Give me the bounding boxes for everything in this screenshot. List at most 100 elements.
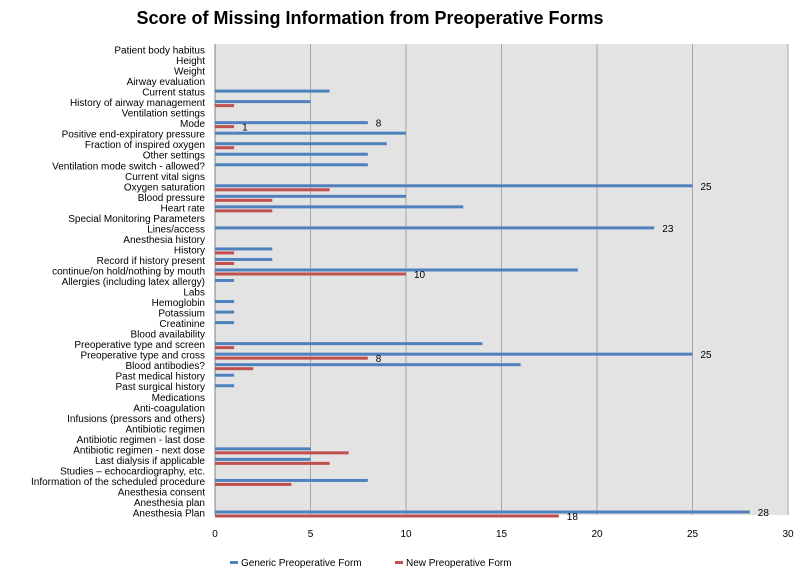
bar-generic [215,352,693,356]
bar-generic [215,373,235,377]
bar-generic [215,447,311,451]
category-label: Hemoglobin [152,298,205,309]
bar-generic [215,131,406,135]
category-label: continue/on hold/nothing by mouth [52,266,205,277]
data-label: 18 [567,512,579,523]
bar-generic [215,205,464,209]
category-label: Studies – echocardiography, etc. [60,466,205,477]
category-label: Other settings [143,151,205,162]
category-label: Height [176,56,205,67]
category-label: Record if history present [97,256,206,267]
bar-new [215,188,330,192]
category-label: Patient body habitus [114,46,205,57]
bar-generic [215,384,235,388]
data-label: 28 [758,508,770,519]
bar-new [215,461,330,465]
category-label: Positive end-expiratory pressure [62,130,206,141]
bar-new [215,104,235,108]
category-label: Blood availability [131,330,206,341]
category-label: Last dialysis if applicable [95,456,205,467]
category-label: Past surgical history [116,382,205,393]
category-label: Oxygen saturation [124,182,205,193]
category-label: Blood antibodies? [125,361,205,372]
bar-generic [215,300,235,304]
category-label: Anesthesia plan [134,498,205,509]
category-label: Anesthesia history [123,235,205,246]
bar-generic [215,257,273,261]
category-label: Mode [180,119,205,130]
x-axis-ticks: 0 5 10 15 20 25 30 [212,529,794,540]
x-tick-label: 10 [400,529,412,540]
category-label: Ventilation settings [122,109,205,120]
bar-new [215,209,273,213]
category-label: Special Monitoring Parameters [68,214,205,225]
category-label: Current vital signs [125,172,205,183]
bar-generic [215,152,368,156]
bar-new [215,251,235,255]
bar-new [215,146,235,150]
category-label: Infusions (pressors and others) [67,414,205,425]
bar-generic [215,184,693,188]
data-label: 23 [662,224,674,235]
category-label: Information of the scheduled procedure [31,477,205,488]
bar-generic [215,457,311,461]
data-label: 25 [701,182,713,193]
category-label: Creatinine [159,319,205,330]
category-label: Past medical history [116,372,205,383]
bar-generic [215,142,387,146]
category-label: Ventilation mode switch - allowed? [52,161,205,172]
category-label: Current status [142,88,205,99]
bar-generic [215,163,368,167]
bar-new [215,367,254,371]
category-label: Anesthesia consent [118,487,206,498]
category-label: History [174,245,205,256]
category-label: Airway evaluation [127,77,205,88]
data-label: 10 [414,270,426,281]
bar-generic [215,247,273,251]
legend-swatch [395,561,403,564]
category-label: History of airway management [70,98,205,109]
bar-new [215,198,273,202]
category-label: Blood pressure [138,193,206,204]
legend: Generic Preoperative Form New Preoperativ… [230,558,512,569]
legend-label: New Preoperative Form [406,558,512,569]
x-tick-label: 30 [782,529,794,540]
bar-generic [215,510,750,514]
bar-new [215,356,368,360]
data-label: 25 [701,350,713,361]
bar-generic [215,363,521,367]
bar-generic [215,89,330,93]
category-label: Medications [152,393,205,404]
bar-generic [215,321,235,325]
category-label: Heart rate [161,203,206,214]
x-tick-label: 20 [591,529,603,540]
x-tick-label: 15 [496,529,508,540]
chart-title: Score of Missing Information from Preope… [136,8,604,28]
bar-generic [215,478,368,482]
category-label: Potassium [158,309,205,320]
category-label: Weight [174,67,205,78]
x-tick-label: 25 [687,529,699,540]
x-tick-label: 0 [212,529,218,540]
bar-generic [215,310,235,314]
bar-new [215,125,235,129]
legend-label: Generic Preoperative Form [241,558,362,569]
category-label: Preoperative type and cross [80,351,205,362]
x-tick-label: 5 [308,529,314,540]
bars [215,89,750,518]
bar-generic [215,279,235,282]
category-label: Anesthesia Plan [133,509,205,520]
bar-new [215,451,349,455]
data-label: 8 [376,354,382,365]
bar-generic [215,121,368,125]
bar-generic [215,194,406,198]
bar-new [215,346,235,350]
data-labels: 8 1 25 23 10 25 8 28 18 [242,119,769,523]
category-label: Antibiotic regimen - next dose [73,445,205,456]
bar-new [215,514,559,518]
legend-swatch [230,561,238,564]
category-label: Preoperative type and screen [74,340,205,351]
category-label: Anti-coagulation [133,403,205,414]
